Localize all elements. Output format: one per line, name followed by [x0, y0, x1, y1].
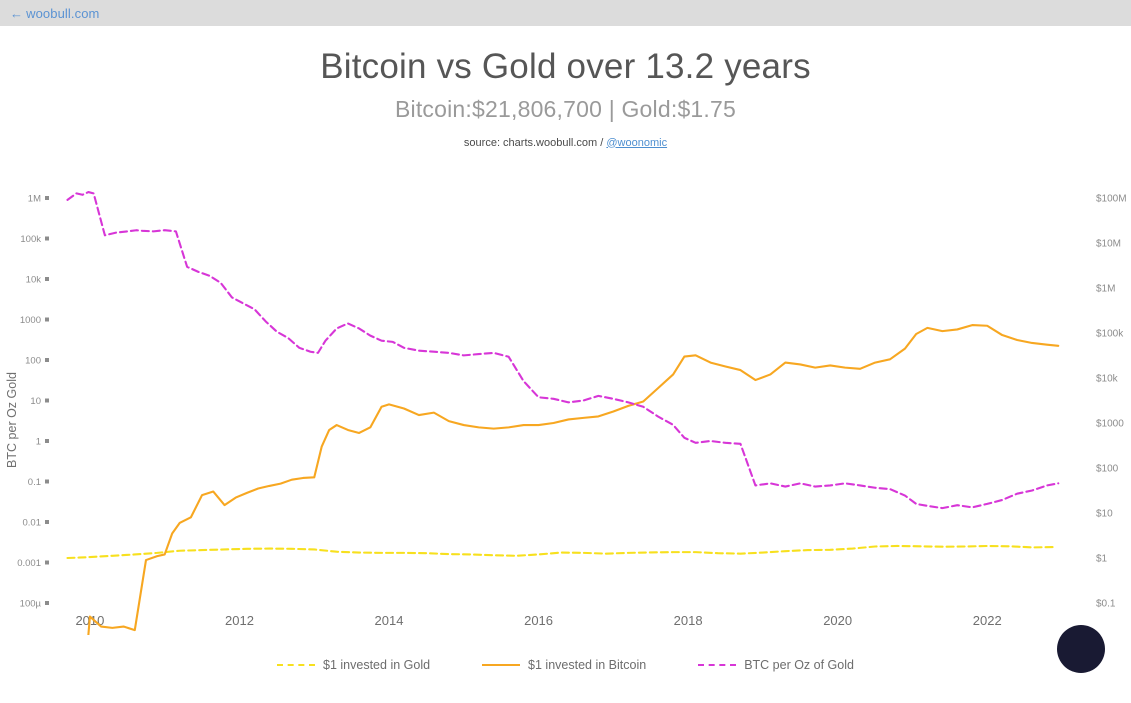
- chart-legend: $1 invested in Gold $1 invested in Bitcoi…: [0, 658, 1131, 672]
- y-left-tick-mark: [45, 439, 49, 443]
- browser-top-bar: ← woobull.com: [0, 0, 1131, 26]
- y-left-tick-mark: [45, 236, 49, 241]
- chart-plot-area: 1M 100k 10k 1000 100 10 1 0.1 0.01 0.001 100µ $100…: [0, 165, 1131, 635]
- x-tick-label: 2022: [973, 613, 1002, 628]
- x-tick-label: 2016: [524, 613, 553, 628]
- y-left-tick-mark: [45, 398, 49, 403]
- y-left-tick-label: 1M: [28, 194, 41, 205]
- x-tick-label: 2012: [225, 613, 254, 628]
- legend-label: $1 invested in Gold: [323, 658, 431, 672]
- y-right-tick-label: $0.1: [1096, 599, 1116, 610]
- chart-svg: 1M 100k 10k 1000 100 10 1 0.1 0.01 0.001 100µ $100…: [5, 191, 1127, 635]
- series-line: [66, 191, 1060, 510]
- series-line: [87, 324, 1060, 635]
- y-left-tick-label: 0.01: [23, 518, 42, 529]
- legend-label: $1 invested in Bitcoin: [528, 658, 647, 672]
- x-tick-label: 2018: [674, 613, 703, 628]
- y-axis-title: BTC per Oz Gold: [5, 372, 19, 468]
- y-axis-right-ticks: $100M $10M $1M $100k $10k $1000 $100 $10 $1 $0.1: [1096, 194, 1127, 610]
- chat-bubble-icon[interactable]: [1057, 625, 1105, 673]
- y-left-tick-label: 100µ: [20, 599, 42, 610]
- y-right-tick-label: $1: [1096, 554, 1108, 565]
- woonomic-handle-link[interactable]: @woonomic: [606, 136, 668, 149]
- y-left-tick-mark: [45, 520, 49, 524]
- back-link-label: woobull.com: [26, 5, 100, 21]
- y-right-tick-label: $100: [1096, 464, 1119, 475]
- x-tick-label: 2014: [375, 613, 404, 628]
- y-left-tick-mark: [45, 560, 49, 565]
- y-right-tick-label: $1000: [1096, 419, 1124, 430]
- source-attribution: source: charts.woobull.com / @woonomic: [0, 137, 1131, 149]
- legend-item[interactable]: $1 invested in Bitcoin: [482, 658, 646, 672]
- chart-header: Bitcoin vs Gold over 13.2 years Bitcoin:…: [0, 26, 1131, 149]
- y-left-tick-mark: [45, 358, 49, 362]
- page-title: Bitcoin vs Gold over 13.2 years: [320, 47, 811, 86]
- x-axis-ticks: 2010 2012 2014 2016 2018 2020 2022: [75, 613, 1001, 628]
- series-line: [66, 544, 1056, 560]
- y-right-tick-label: $10: [1096, 509, 1113, 520]
- y-left-tick-label: 10k: [26, 275, 42, 286]
- back-to-woobull-link[interactable]: ← woobull.com: [10, 6, 99, 21]
- legend-item[interactable]: $1 invested in Gold: [277, 658, 430, 672]
- y-right-tick-label: $100M: [1096, 194, 1127, 205]
- y-left-tick-label: 0.001: [17, 558, 41, 569]
- source-text: source: charts.woobull.com /: [463, 136, 607, 149]
- y-right-tick-label: $100k: [1096, 329, 1124, 340]
- x-tick-label: 2020: [823, 613, 852, 628]
- legend-swatch: [277, 664, 316, 666]
- y-left-tick-label: 100k: [20, 234, 41, 245]
- y-left-tick-mark: [45, 196, 49, 200]
- y-left-tick-label: 100: [25, 356, 41, 367]
- legend-item[interactable]: BTC per Oz of Gold: [698, 658, 854, 672]
- chart-series-layer: [66, 191, 1060, 635]
- y-left-tick-mark: [45, 277, 49, 281]
- y-left-tick-label: 1: [36, 437, 41, 448]
- y-left-tick-mark: [45, 317, 49, 322]
- y-right-tick-label: $10k: [1096, 374, 1119, 385]
- y-left-tick-label: 10: [30, 396, 41, 407]
- y-axis-left-ticks: 1M 100k 10k 1000 100 10 1 0.1 0.01 0.001 100µ: [17, 194, 49, 610]
- y-right-tick-label: $1M: [1096, 284, 1115, 295]
- y-left-tick-mark: [45, 601, 49, 605]
- y-right-tick-label: $10M: [1096, 239, 1121, 250]
- legend-label: BTC per Oz of Gold: [744, 658, 854, 672]
- back-arrow-icon: ←: [10, 5, 24, 21]
- chart-subtitle: Bitcoin:$21,806,700 | Gold:$1.75: [394, 95, 736, 122]
- y-left-tick-label: 0.1: [28, 477, 41, 488]
- y-left-tick-label: 1000: [20, 315, 41, 326]
- legend-swatch: [482, 664, 521, 666]
- legend-swatch: [698, 664, 737, 666]
- y-left-tick-mark: [45, 479, 49, 484]
